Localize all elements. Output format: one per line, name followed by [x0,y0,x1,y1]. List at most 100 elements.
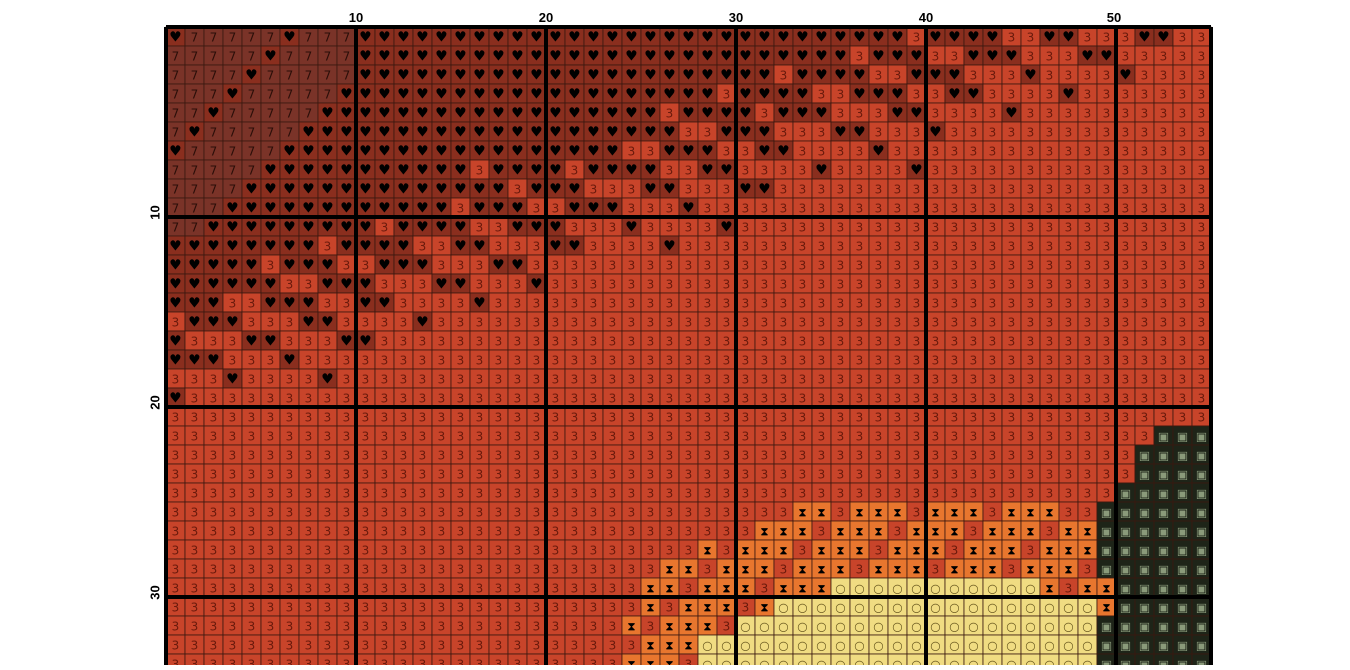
stitch-cell[interactable]: 3 [432,350,451,369]
stitch-cell[interactable]: 3 [888,122,907,141]
stitch-cell[interactable]: ♥ [394,217,413,236]
stitch-cell[interactable]: 3 [603,388,622,407]
stitch-cell[interactable]: 3 [1059,293,1078,312]
stitch-cell[interactable]: 3 [774,483,793,502]
stitch-cell[interactable]: 3 [318,597,337,616]
stitch-cell[interactable]: 3 [660,293,679,312]
stitch-cell[interactable]: 3 [242,635,261,654]
stitch-cell[interactable]: 3 [223,483,242,502]
stitch-cell[interactable]: ○ [983,616,1002,635]
stitch-cell[interactable]: 3 [565,502,584,521]
stitch-cell[interactable]: 3 [185,407,204,426]
stitch-cell[interactable]: 3 [1135,293,1154,312]
stitch-cell[interactable]: 3 [1116,293,1135,312]
stitch-cell[interactable]: 3 [1002,122,1021,141]
stitch-cell[interactable]: ⧗ [1059,559,1078,578]
stitch-cell[interactable]: ♥ [603,84,622,103]
stitch-cell[interactable]: ○ [888,578,907,597]
stitch-cell[interactable]: 3 [1059,483,1078,502]
stitch-cell[interactable]: 3 [337,293,356,312]
stitch-cell[interactable]: 3 [527,502,546,521]
stitch-cell[interactable]: 3 [983,236,1002,255]
stitch-cell[interactable]: 3 [698,388,717,407]
stitch-cell[interactable]: ⧗ [831,559,850,578]
stitch-cell[interactable]: ⧗ [793,521,812,540]
stitch-cell[interactable]: 3 [603,407,622,426]
stitch-cell[interactable]: 3 [641,502,660,521]
stitch-cell[interactable]: ♥ [318,255,337,274]
stitch-cell[interactable]: ♥ [432,274,451,293]
stitch-cell[interactable]: 3 [869,255,888,274]
stitch-cell[interactable]: 3 [489,274,508,293]
stitch-cell[interactable]: ♥ [204,217,223,236]
stitch-cell[interactable]: 3 [1059,122,1078,141]
stitch-cell[interactable]: ⧗ [660,616,679,635]
stitch-cell[interactable]: 3 [565,312,584,331]
stitch-cell[interactable]: ♥ [755,141,774,160]
stitch-cell[interactable]: 3 [356,597,375,616]
stitch-cell[interactable]: 3 [527,559,546,578]
stitch-cell[interactable]: 3 [869,350,888,369]
stitch-cell[interactable]: 3 [1021,198,1040,217]
stitch-cell[interactable]: 3 [622,179,641,198]
stitch-cell[interactable]: 3 [850,464,869,483]
stitch-cell[interactable]: 3 [679,179,698,198]
stitch-cell[interactable]: 3 [261,464,280,483]
stitch-cell[interactable]: 3 [869,407,888,426]
stitch-cell[interactable]: ♥ [356,198,375,217]
stitch-cell[interactable]: ♥ [356,160,375,179]
stitch-cell[interactable]: 3 [1173,331,1192,350]
stitch-cell[interactable]: 3 [831,141,850,160]
stitch-cell[interactable]: ⧗ [641,654,660,665]
stitch-cell[interactable]: 3 [280,540,299,559]
stitch-cell[interactable]: ♥ [356,65,375,84]
stitch-cell[interactable]: ♥ [622,122,641,141]
stitch-cell[interactable]: 3 [850,103,869,122]
stitch-cell[interactable]: 3 [1135,160,1154,179]
stitch-cell[interactable]: ♥ [166,255,185,274]
stitch-cell[interactable]: ⧗ [755,521,774,540]
stitch-cell[interactable]: 3 [698,198,717,217]
stitch-cell[interactable]: 3 [812,141,831,160]
stitch-cell[interactable]: 3 [660,312,679,331]
stitch-cell[interactable]: 3 [926,483,945,502]
stitch-cell[interactable]: 3 [223,540,242,559]
stitch-cell[interactable]: ♥ [451,27,470,46]
stitch-cell[interactable]: ▣ [1097,654,1116,665]
stitch-cell[interactable]: 3 [166,312,185,331]
stitch-cell[interactable]: 3 [337,464,356,483]
stitch-cell[interactable]: ○ [1021,578,1040,597]
stitch-cell[interactable]: 3 [489,236,508,255]
stitch-cell[interactable]: ♥ [280,293,299,312]
stitch-cell[interactable]: 3 [717,369,736,388]
stitch-cell[interactable]: 3 [1097,293,1116,312]
stitch-cell[interactable]: 3 [660,483,679,502]
stitch-cell[interactable]: ○ [755,616,774,635]
stitch-cell[interactable]: 3 [736,502,755,521]
stitch-cell[interactable]: ♥ [280,198,299,217]
stitch-cell[interactable]: ♥ [413,198,432,217]
stitch-cell[interactable]: ○ [907,578,926,597]
stitch-cell[interactable]: 3 [584,502,603,521]
stitch-cell[interactable]: ♥ [755,65,774,84]
stitch-cell[interactable]: 7 [223,122,242,141]
stitch-cell[interactable]: 3 [717,407,736,426]
stitch-cell[interactable]: 3 [926,84,945,103]
stitch-cell[interactable]: 3 [1173,141,1192,160]
stitch-cell[interactable]: 3 [1040,445,1059,464]
stitch-cell[interactable]: ♥ [603,198,622,217]
stitch-cell[interactable]: ⧗ [793,559,812,578]
stitch-cell[interactable]: 3 [185,369,204,388]
stitch-cell[interactable]: ○ [945,635,964,654]
stitch-cell[interactable]: 3 [527,597,546,616]
stitch-cell[interactable]: 7 [204,65,223,84]
stitch-cell[interactable]: ♥ [166,350,185,369]
stitch-cell[interactable]: 3 [508,654,527,665]
stitch-cell[interactable]: 3 [546,559,565,578]
stitch-cell[interactable]: 3 [660,388,679,407]
stitch-cell[interactable]: 3 [964,312,983,331]
stitch-cell[interactable]: ♥ [413,65,432,84]
stitch-cell[interactable]: 3 [394,635,413,654]
stitch-cell[interactable]: 3 [736,293,755,312]
stitch-cell[interactable]: 3 [641,331,660,350]
